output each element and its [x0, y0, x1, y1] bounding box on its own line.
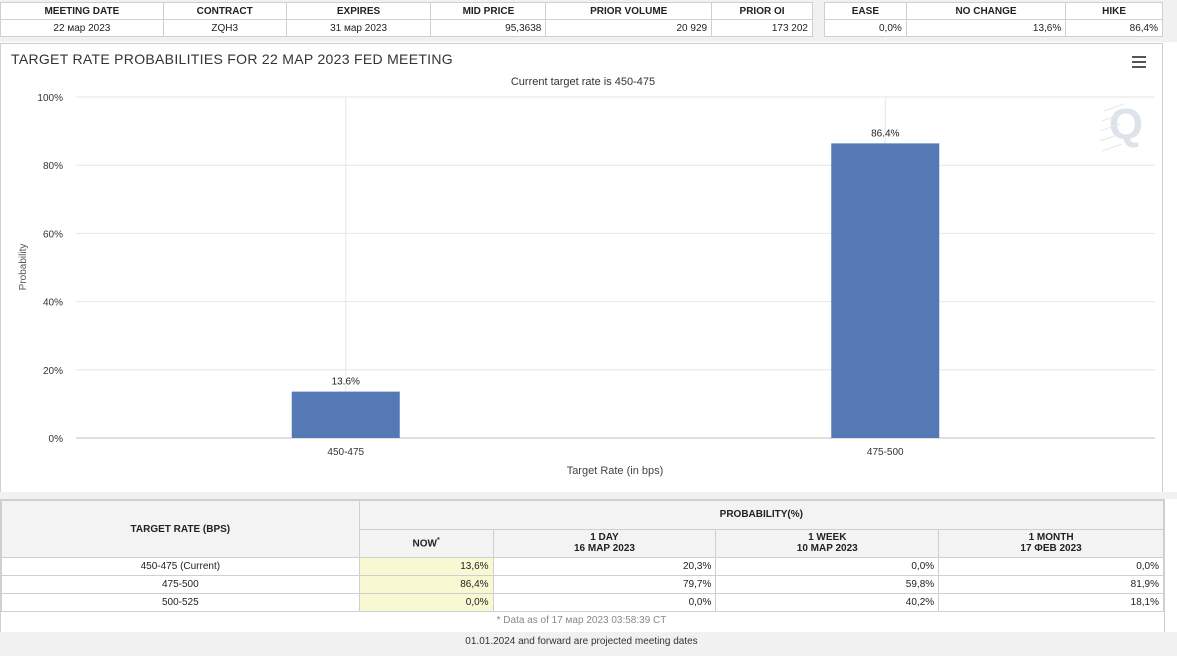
- outcome-header-row: EASE NO CHANGE HIKE: [824, 2, 1163, 20]
- now-cell: 13,6%: [358, 557, 494, 576]
- header-1-month: 1 MONTH 17 ФЕВ 2023: [938, 528, 1164, 558]
- header-ease: EASE: [824, 2, 907, 20]
- header-target-rate: TARGET RATE (BPS): [1, 500, 360, 558]
- header-mid-price: MID PRICE: [430, 2, 547, 20]
- outcome-value-row: 0,0% 13,6% 86,4%: [824, 19, 1163, 37]
- day-cell: 20,3%: [492, 557, 717, 576]
- period-1-day-date: 16 MAP 2023: [573, 543, 635, 555]
- now-cell: 0,0%: [358, 593, 494, 612]
- table-row: 475-500 86,4% 79,7% 59,8% 81,9%: [1, 575, 1164, 594]
- x-axis-label: Target Rate (in bps): [567, 465, 664, 477]
- day-cell: 79,7%: [492, 575, 717, 594]
- rate-cell: 475-500: [1, 575, 360, 594]
- y-tick-label: 100%: [37, 93, 63, 104]
- rate-cell: 450-475 (Current): [1, 557, 360, 576]
- rate-cell: 500-525: [1, 593, 360, 612]
- period-1-week-date: 10 MAP 2023: [796, 543, 858, 555]
- header-hike: HIKE: [1065, 2, 1163, 20]
- value-ease: 0,0%: [824, 19, 907, 37]
- chart-title: TARGET RATE PROBABILITIES FOR 22 MAP 202…: [11, 51, 453, 67]
- bottom-band: [0, 632, 1177, 656]
- projected-dates-note: 01.01.2024 and forward are projected mee…: [465, 636, 698, 647]
- x-tick-label: 450-475: [327, 447, 364, 458]
- value-mid-price: 95,3638: [430, 19, 547, 37]
- now-label: NOW: [412, 538, 437, 550]
- hamburger-menu-icon[interactable]: [1132, 56, 1146, 68]
- y-tick-label: 40%: [43, 298, 63, 309]
- header-now: NOW*: [358, 528, 494, 558]
- value-hike: 86,4%: [1065, 19, 1163, 37]
- contract-info-table: MEETING DATE CONTRACT EXPIRES MID PRICE …: [0, 2, 813, 37]
- bar-data-label: 86.4%: [871, 128, 899, 139]
- y-tick-label: 60%: [43, 229, 63, 240]
- week-cell: 59,8%: [715, 575, 940, 594]
- y-tick-label: 80%: [43, 161, 63, 172]
- month-cell: 81,9%: [938, 575, 1164, 594]
- contract-header-row: MEETING DATE CONTRACT EXPIRES MID PRICE …: [0, 2, 813, 20]
- header-contract: CONTRACT: [162, 2, 287, 20]
- period-1-day-label: 1 DAY: [590, 532, 619, 544]
- header-no-change: NO CHANGE: [905, 2, 1067, 20]
- header-1-week: 1 WEEK 10 MAP 2023: [715, 528, 940, 558]
- header-prior-oi: PRIOR OI: [711, 2, 813, 20]
- outcome-table: EASE NO CHANGE HIKE 0,0% 13,6% 86,4%: [824, 2, 1163, 37]
- header-1-day: 1 DAY 16 MAP 2023: [492, 528, 717, 558]
- table-row: 450-475 (Current) 13,6% 20,3% 0,0% 0,0%: [1, 557, 1164, 576]
- month-cell: 0,0%: [938, 557, 1164, 576]
- header-probability: PROBABILITY(%): [358, 500, 1165, 530]
- value-prior-volume: 20 929: [545, 19, 713, 37]
- bar: [831, 143, 940, 438]
- header-expires: EXPIRES: [285, 2, 432, 20]
- q-logo-icon: Q: [1099, 100, 1143, 152]
- bar: [291, 391, 400, 438]
- y-tick-label: 0%: [49, 434, 64, 445]
- now-marker: *: [436, 537, 440, 545]
- week-cell: 0,0%: [715, 557, 940, 576]
- day-cell: 0,0%: [492, 593, 717, 612]
- value-prior-oi: 173 202: [711, 19, 813, 37]
- contract-value-row: 22 мар 2023 ZQH3 31 мар 2023 95,3638 20 …: [0, 19, 813, 37]
- probability-chart: Current target rate is 450-475 0% 20% 40% 6…: [18, 76, 1155, 477]
- probability-table: TARGET RATE (BPS) PROBABILITY(%) NOW* 1 …: [1, 500, 1165, 612]
- table-row: 500-525 0,0% 0,0% 40,2% 18,1%: [1, 593, 1164, 612]
- y-axis-label: Probability: [18, 244, 29, 291]
- bar-data-label: 13.6%: [332, 377, 360, 388]
- value-no-change: 13,6%: [905, 19, 1067, 37]
- period-1-week-label: 1 WEEK: [808, 532, 847, 544]
- now-cell: 86,4%: [358, 575, 494, 594]
- value-expires: 31 мар 2023: [285, 19, 432, 37]
- value-meeting-date: 22 мар 2023: [0, 19, 164, 37]
- panel-gap: [0, 492, 1177, 499]
- data-timestamp-note: * Data as of 17 мар 2023 03:58:39 CT: [496, 615, 667, 626]
- header-prior-volume: PRIOR VOLUME: [545, 2, 713, 20]
- period-1-month-label: 1 MONTH: [1028, 532, 1074, 544]
- header-meeting-date: MEETING DATE: [0, 2, 164, 20]
- period-1-month-date: 17 ФЕВ 2023: [1020, 543, 1082, 555]
- chart-panel: TARGET RATE PROBABILITIES FOR 22 MAP 202…: [0, 43, 1163, 493]
- x-tick-label: 475-500: [867, 447, 904, 458]
- probability-table-panel: TARGET RATE (BPS) PROBABILITY(%) NOW* 1 …: [0, 499, 1165, 634]
- svg-text:Q: Q: [1109, 100, 1143, 149]
- month-cell: 18,1%: [938, 593, 1164, 612]
- value-contract: ZQH3: [162, 19, 287, 37]
- y-tick-label: 20%: [43, 366, 63, 377]
- chart-subtitle: Current target rate is 450-475: [511, 76, 655, 88]
- week-cell: 40,2%: [715, 593, 940, 612]
